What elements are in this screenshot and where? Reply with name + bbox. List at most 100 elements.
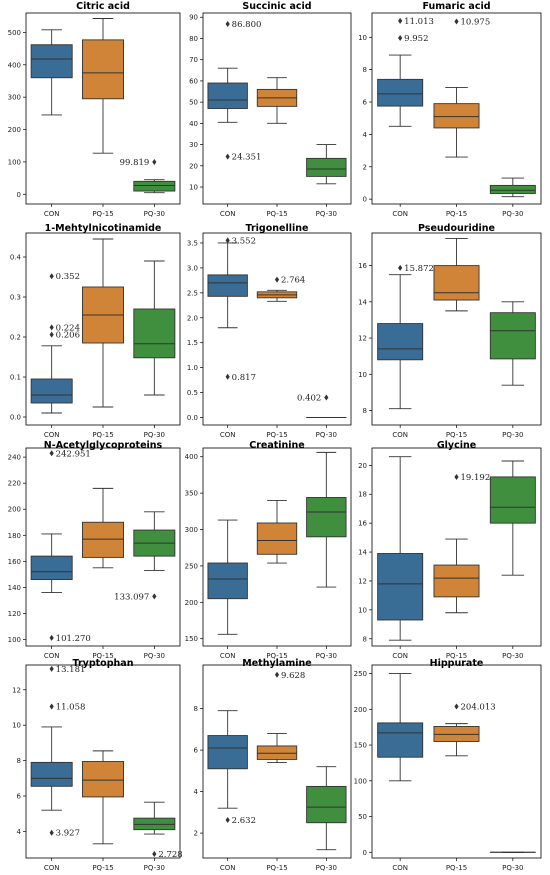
- outlier-marker: [152, 851, 156, 857]
- x-tick-label: PQ-30: [502, 431, 523, 439]
- box-iqr: [208, 563, 247, 599]
- x-tick-label: CON: [44, 652, 60, 660]
- box-iqr: [31, 379, 72, 403]
- outlier-label: 13.181: [56, 665, 86, 675]
- box-con: [378, 674, 423, 781]
- box-pq-15: [434, 87, 479, 157]
- box-pq-15: [82, 751, 123, 844]
- outlier-label: 9.952: [404, 34, 428, 44]
- y-tick-label: 150: [354, 742, 367, 750]
- plot-frame: [372, 665, 541, 858]
- y-tick-label: 10: [12, 722, 21, 730]
- x-tick-label: PQ-15: [92, 864, 113, 871]
- box-pq-15: [257, 500, 296, 563]
- panel-title: Succinic acid: [242, 1, 311, 12]
- box-con: [208, 243, 247, 328]
- box-pq-15: [257, 78, 296, 124]
- outlier-marker: [226, 817, 230, 823]
- box-con: [31, 30, 72, 115]
- x-tick-label: PQ-15: [446, 864, 467, 871]
- x-tick-label: PQ-15: [92, 210, 113, 218]
- outlier-marker: [50, 332, 54, 338]
- panel-title: Methylamine: [242, 658, 311, 669]
- outlier-label: 101.270: [56, 634, 91, 644]
- outlier: 0.817: [226, 373, 256, 383]
- outlier-marker: [454, 474, 458, 480]
- y-tick-label: 0.0: [10, 414, 21, 422]
- box-con: [208, 520, 247, 634]
- box-iqr: [134, 309, 175, 358]
- y-tick-label: 100: [8, 158, 21, 166]
- y-tick-label: 250: [185, 562, 198, 570]
- box-iqr: [490, 185, 535, 193]
- plot-frame: [203, 233, 351, 425]
- y-tick-label: 140: [8, 584, 21, 592]
- x-tick-label: CON: [44, 864, 60, 871]
- y-tick-label: 0.1: [10, 374, 21, 382]
- y-tick-label: 200: [8, 506, 21, 514]
- outlier-label: 0.817: [232, 373, 256, 383]
- y-tick-label: 0: [17, 191, 21, 199]
- box-iqr: [490, 313, 535, 359]
- y-tick-label: 3.5: [187, 239, 198, 247]
- box-iqr: [434, 565, 479, 597]
- x-tick-label: PQ-30: [502, 210, 523, 218]
- box-pq-30: [134, 512, 175, 571]
- outlier-label: 0.402: [297, 393, 321, 403]
- y-tick-label: 40: [189, 120, 198, 128]
- y-tick-label: 1.0: [187, 364, 198, 372]
- y-tick-label: 100: [354, 777, 367, 785]
- outlier-label: 86.800: [232, 20, 262, 30]
- outlier-label: 3.552: [232, 236, 256, 246]
- outlier: 86.800: [226, 20, 262, 30]
- outlier-label: 99.819: [120, 158, 150, 168]
- y-tick-label: 16: [358, 262, 367, 270]
- y-tick-label: 80: [189, 35, 198, 43]
- box-iqr: [378, 554, 423, 620]
- box-iqr: [31, 45, 72, 78]
- x-tick-label: PQ-15: [266, 431, 287, 439]
- box-iqr: [31, 762, 72, 786]
- x-tick-label: PQ-15: [446, 431, 467, 439]
- outlier-label: 15.872: [404, 264, 434, 274]
- y-tick-label: 3.0: [187, 264, 198, 272]
- box-iqr: [490, 477, 535, 523]
- x-tick-label: PQ-30: [144, 210, 165, 218]
- y-tick-label: 160: [8, 558, 21, 566]
- box-iqr: [378, 723, 423, 757]
- x-tick-label: PQ-30: [502, 864, 523, 871]
- outlier: 242.951: [50, 449, 91, 459]
- y-tick-label: 0.5: [187, 389, 198, 397]
- outlier-marker: [152, 593, 156, 599]
- y-tick-label: 200: [185, 599, 198, 607]
- x-tick-label: CON: [392, 652, 408, 660]
- outlier-marker: [50, 830, 54, 836]
- y-tick-label: 60: [189, 77, 198, 85]
- box-iqr: [208, 83, 247, 108]
- outlier-marker: [50, 324, 54, 330]
- outlier-marker: [324, 394, 328, 400]
- y-tick-label: 12: [358, 577, 367, 585]
- y-tick-label: 90: [189, 14, 198, 22]
- box-pq-15: [434, 724, 479, 756]
- outlier-marker: [50, 703, 54, 709]
- box-pq-15: [82, 239, 123, 407]
- y-tick-label: 18: [358, 491, 367, 499]
- outlier-label: 2.764: [281, 276, 305, 286]
- box-iqr: [307, 158, 346, 176]
- y-tick-label: 4: [194, 788, 199, 796]
- y-tick-label: 4: [17, 828, 22, 836]
- outlier-label: 19.192: [461, 473, 491, 483]
- x-tick-label: CON: [392, 431, 408, 439]
- x-tick-label: CON: [44, 431, 60, 439]
- outlier-marker: [454, 18, 458, 24]
- y-tick-label: 8: [363, 66, 367, 74]
- box-pq-30: [307, 145, 346, 184]
- outlier-marker: [226, 374, 230, 380]
